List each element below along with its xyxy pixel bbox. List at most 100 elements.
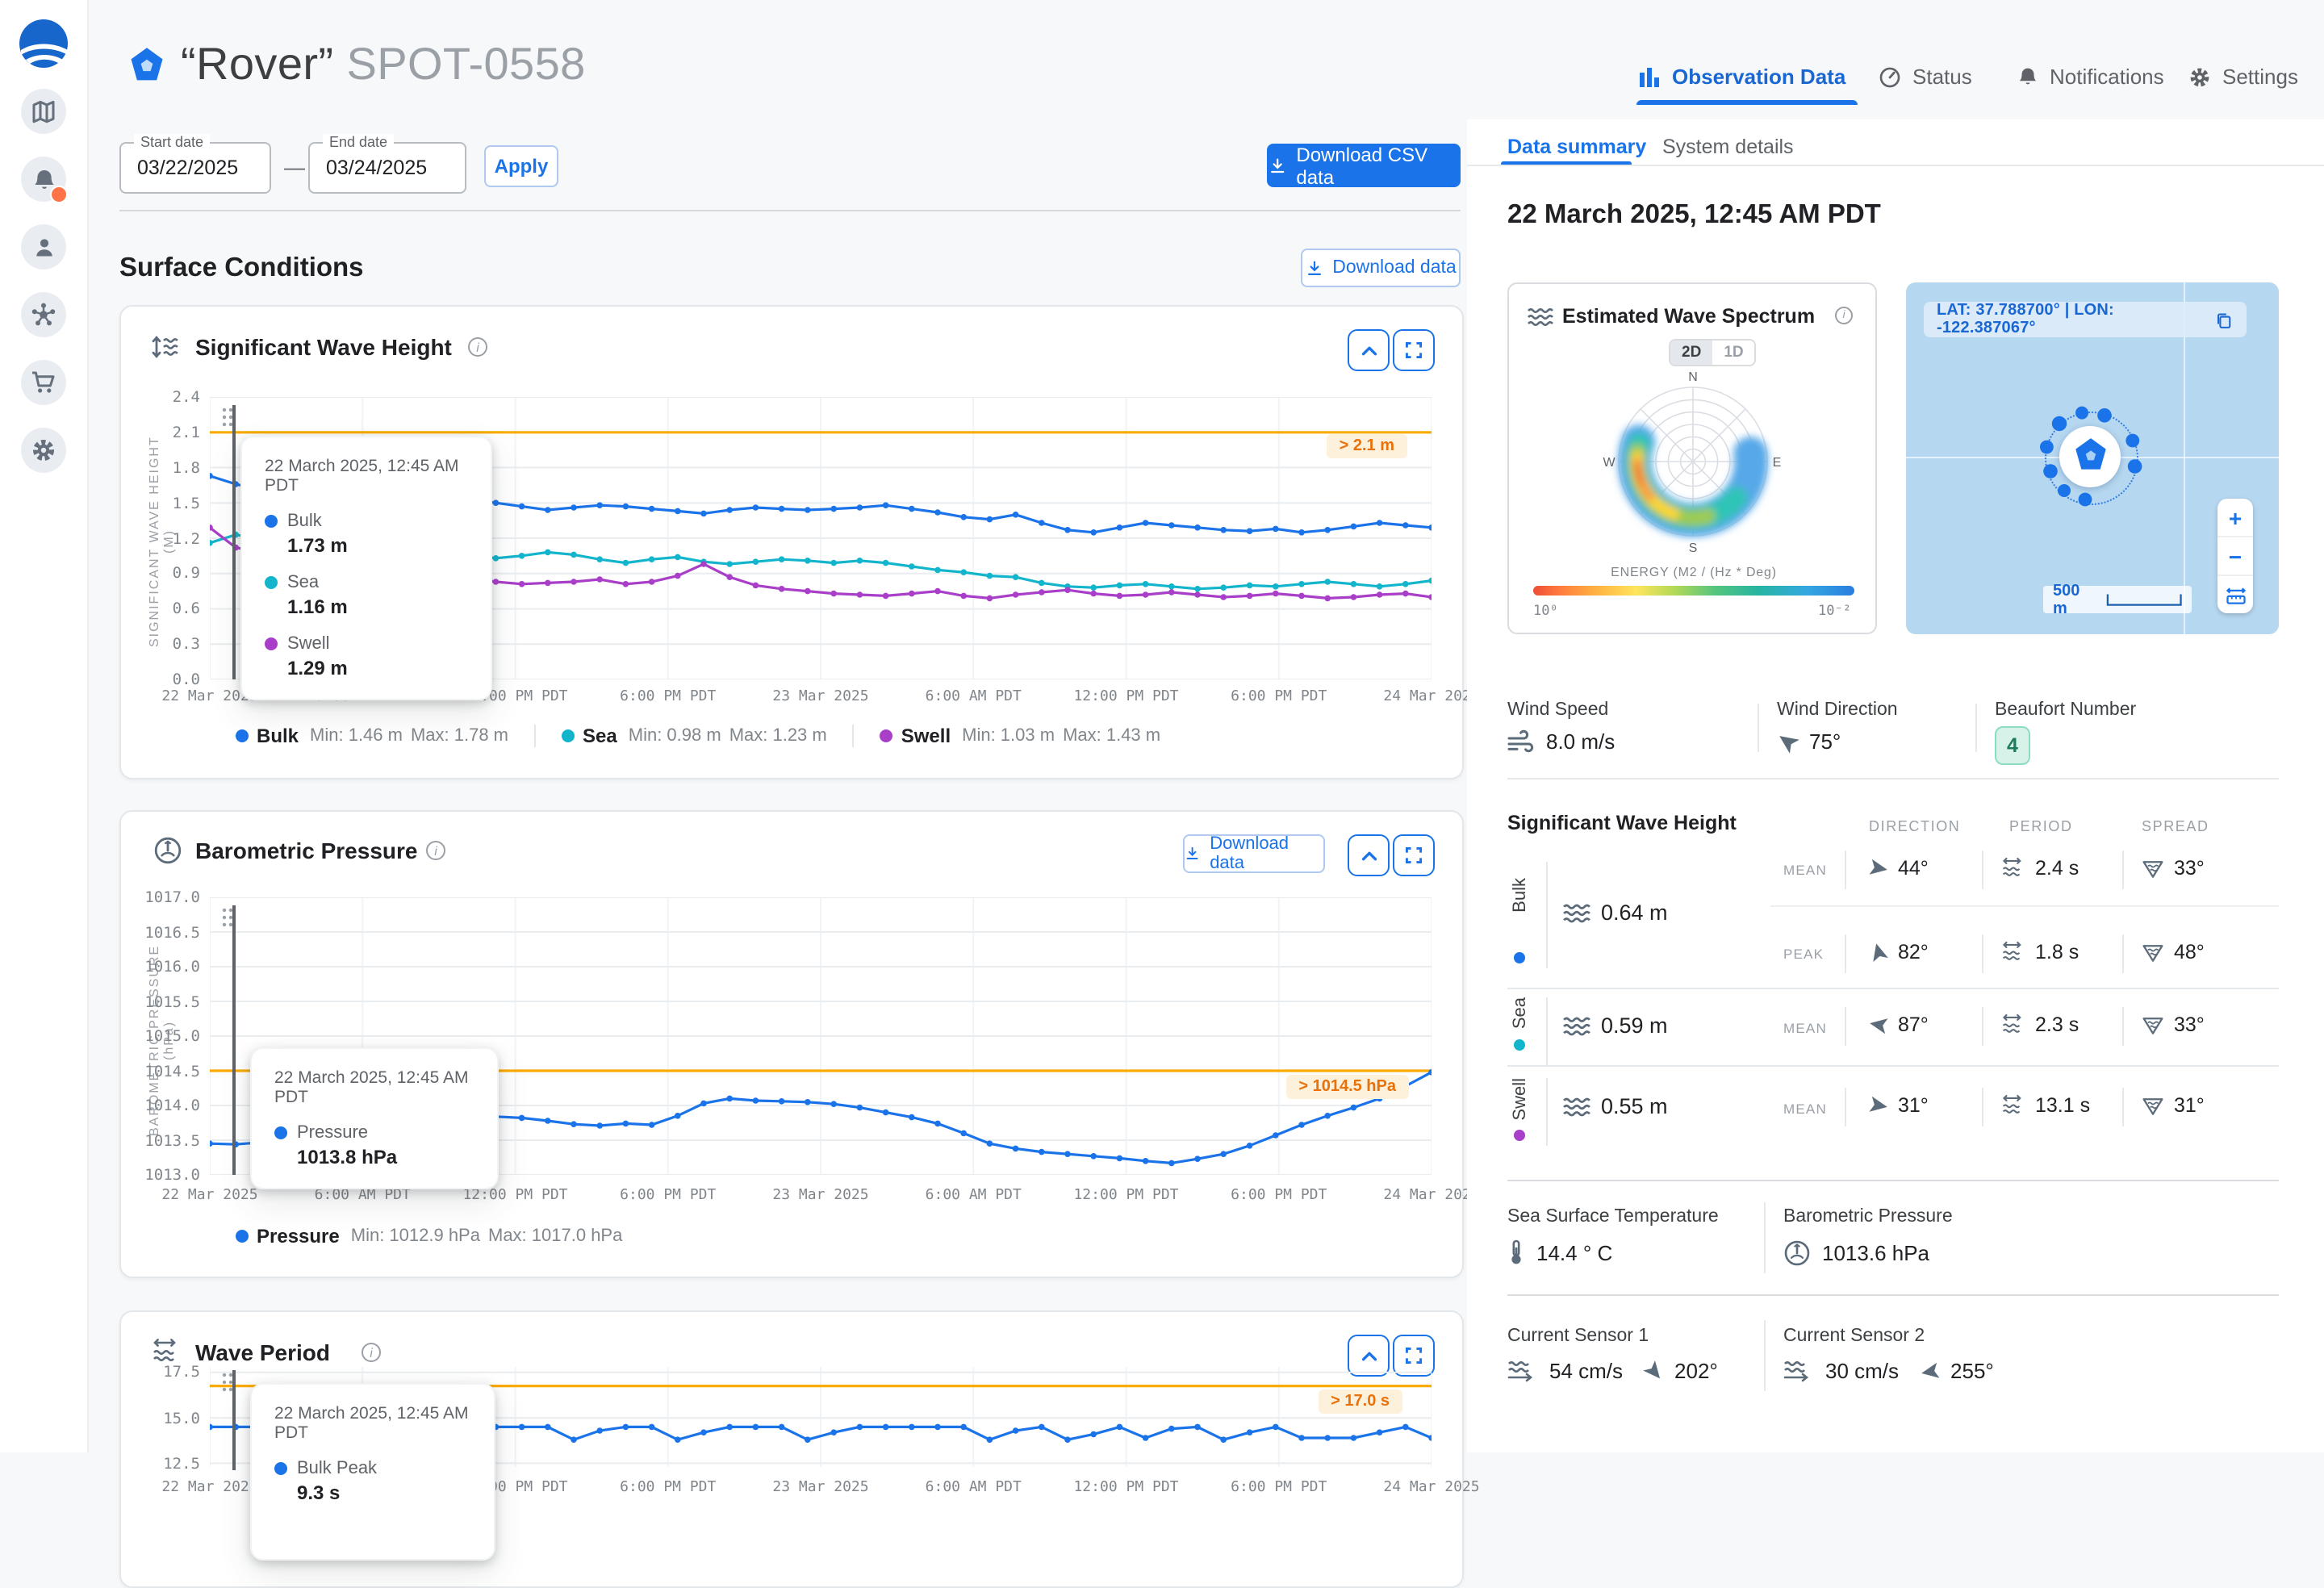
chart-tooltip: 22 March 2025, 12:45 AM PDT Bulk Peak 9.… [250, 1383, 495, 1561]
copy-icon[interactable] [2214, 309, 2234, 330]
divider [2122, 850, 2124, 889]
legend-series-name: Swell [901, 725, 951, 747]
info-icon[interactable]: i [362, 1343, 381, 1362]
x-tick-label: 23 Mar 2025 [772, 689, 869, 705]
value-text: 31° [2174, 1094, 2205, 1117]
tooltip-series-label: Pressure [297, 1123, 369, 1143]
chart-cursor-line[interactable] [232, 1370, 235, 1470]
section-download-button[interactable]: Download data [1301, 249, 1461, 287]
bulk-dot [265, 515, 278, 528]
mooring-watch-circle [2045, 412, 2138, 505]
coordinates-bar[interactable]: LAT: 37.788700° | LON: -122.387067° [1924, 302, 2247, 337]
tooltip-date: 22 March 2025, 12:45 AM PDT [274, 1404, 469, 1443]
zoom-out-button[interactable]: − [2217, 537, 2253, 576]
cursor-drag-handle[interactable] [221, 1372, 234, 1401]
apply-button[interactable]: Apply [484, 145, 558, 187]
legend-item[interactable]: Sea Min: 0.98 m Max: 1.23 m [534, 725, 853, 747]
spectrum-view-toggle[interactable]: 2D 1D [1669, 339, 1757, 366]
info-icon[interactable]: i [1835, 307, 1853, 324]
waves-icon [1563, 903, 1590, 922]
chart-tooltip: 22 March 2025, 12:45 AM PDT Bulk 1.73 m … [240, 436, 492, 700]
sofar-logo-icon[interactable] [19, 19, 68, 68]
subtab-data-summary[interactable]: Data summary [1507, 136, 1647, 158]
map-scale-label: 500 m [2053, 582, 2080, 617]
y-tick-label: 15.0 [163, 1410, 200, 1428]
tooltip-date: 22 March 2025, 12:45 AM PDT [265, 457, 459, 495]
y-tick-label: 1.8 [172, 459, 200, 478]
collapse-button[interactable] [1348, 834, 1390, 876]
col-period: PERIOD [2009, 818, 2073, 834]
buoy-marker-icon[interactable] [2071, 436, 2111, 476]
legend-item[interactable]: Swell Min: 1.03 m Max: 1.43 m [852, 725, 1186, 747]
zoom-in-button[interactable]: + [2217, 499, 2253, 537]
chart-cursor-line[interactable] [232, 905, 235, 1175]
info-icon[interactable]: i [468, 337, 487, 357]
current2-label: Current Sensor 2 [1783, 1327, 1925, 1346]
end-date-field[interactable]: End date [308, 134, 466, 194]
legend-dot [562, 729, 575, 742]
pressure-dot [274, 1126, 287, 1139]
chart-cursor-line[interactable] [232, 405, 235, 679]
subtab-system-details[interactable]: System details [1662, 136, 1794, 158]
current2-dir: 255° [1950, 1359, 1994, 1383]
chart-download-button[interactable]: Download data [1183, 834, 1325, 873]
expand-button[interactable] [1393, 834, 1435, 876]
start-date-input[interactable] [121, 144, 270, 192]
download-csv-button[interactable]: Download CSV data [1267, 143, 1461, 188]
cursor-drag-handle[interactable] [221, 907, 234, 936]
info-icon[interactable]: i [426, 841, 445, 860]
account-nav-button[interactable] [21, 224, 66, 270]
legend-dot [880, 729, 893, 742]
compass-n: N [1688, 370, 1698, 384]
collapse-button[interactable] [1348, 329, 1390, 371]
legend-item[interactable]: Pressure Min: 1012.9 hPa Max: 1017.0 hPa [210, 1225, 648, 1247]
y-tick-label: 1015.0 [144, 1028, 200, 1046]
collapse-button[interactable] [1348, 1335, 1390, 1377]
map-nav-button[interactable] [21, 89, 66, 134]
tab-notifications[interactable]: Notifications [2017, 65, 2164, 89]
gear-icon [2190, 67, 2209, 86]
network-nav-button[interactable] [21, 292, 66, 337]
y-tick-label: 1013.5 [144, 1132, 200, 1150]
divider [1764, 1320, 1766, 1391]
expand-button[interactable] [1393, 1335, 1435, 1377]
toggle-2d[interactable]: 2D [1670, 341, 1713, 365]
download-csv-label: Download CSV data [1296, 143, 1428, 188]
value-text: 87° [1898, 1013, 1929, 1036]
tooltip-date: 22 March 2025, 12:45 AM PDT [274, 1068, 469, 1107]
legend-item[interactable]: Bulk Min: 1.46 m Max: 1.78 m [210, 725, 534, 747]
location-map[interactable]: LAT: 37.788700° | LON: -122.387067° + − … [1906, 282, 2279, 634]
tab-status[interactable]: Status [1879, 65, 1972, 89]
expand-button[interactable] [1393, 329, 1435, 371]
sea-height-text: 0.59 m [1601, 1013, 1668, 1038]
threshold-badge: > 17.0 s [1318, 1390, 1402, 1414]
legend-min: Min: 0.98 m [628, 726, 721, 746]
wave-spectrum-polar-plot: N E S W [1603, 370, 1781, 555]
measure-button[interactable] [2217, 576, 2253, 613]
hub-icon [31, 303, 56, 326]
bulk-height-text: 0.64 m [1601, 901, 1668, 925]
end-date-input[interactable] [310, 144, 465, 192]
store-nav-button[interactable] [21, 360, 66, 405]
row-name-bulk: Bulk [1511, 878, 1530, 913]
wave-spectrum-card: Estimated Wave Spectrum i 2D 1D N [1507, 282, 1877, 634]
alerts-nav-button[interactable] [21, 157, 68, 203]
tab-observation-data[interactable]: Observation Data [1638, 65, 1845, 89]
device-id: SPOT-0558 [346, 39, 586, 89]
x-tick-label: 12:00 PM PDT [462, 1188, 568, 1204]
toggle-1d[interactable]: 1D [1712, 341, 1755, 365]
cursor-drag-handle[interactable] [221, 407, 234, 436]
value-text: 44° [1898, 857, 1929, 880]
current2-value: 30 cm/s 255° [1783, 1359, 1994, 1383]
settings-nav-button[interactable] [21, 428, 66, 473]
pressure-chart-card: Barometric Pressure i Download data BARO… [119, 810, 1480, 1278]
tab-settings[interactable]: Settings [2188, 65, 2298, 89]
value-text: 1.8 s [2035, 941, 2079, 963]
sst-label: Sea Surface Temperature [1507, 1207, 1719, 1227]
threshold-badge: > 1014.5 hPa [1285, 1075, 1409, 1099]
download-icon [1307, 260, 1321, 274]
legend-series-name: Bulk [257, 725, 299, 747]
start-date-field[interactable]: Start date [119, 134, 271, 194]
gauge-icon [1784, 1240, 1810, 1266]
value-text: 31° [1898, 1094, 1929, 1117]
